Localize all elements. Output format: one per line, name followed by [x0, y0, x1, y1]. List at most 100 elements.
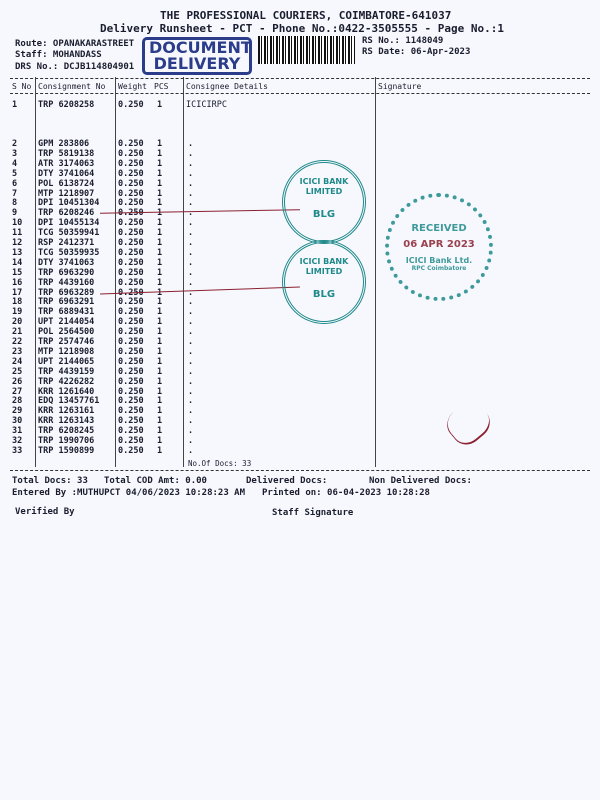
table-row: 28 EDQ 13457761 0.250 1. — [0, 396, 380, 406]
sno: 7 — [12, 188, 18, 199]
weight: 0.250 — [118, 178, 144, 189]
weight: 0.250 — [118, 396, 144, 407]
consignment-no: POL 6138724 — [38, 178, 95, 189]
received-bank: ICICI Bank Ltd. — [405, 256, 473, 265]
consignee-details: . — [188, 178, 194, 189]
sno: 15 — [12, 267, 23, 278]
weight: 0.250 — [118, 287, 144, 298]
sno: 12 — [12, 238, 23, 248]
column-divider — [375, 77, 376, 467]
sno: 21 — [12, 327, 23, 338]
pcs: 1 — [157, 228, 163, 239]
consignment-no: DPI 10451304 — [38, 198, 100, 209]
table-row: 9 TRP 6208246 0.250 1. — [0, 208, 380, 218]
sno: 2 — [12, 139, 18, 149]
consignee-details: . — [188, 376, 194, 387]
weight: 0.250 — [118, 445, 144, 456]
weight: 0.250 — [118, 297, 144, 308]
sno: 11 — [12, 228, 23, 239]
consignment-no: TRP 6208245 — [38, 426, 95, 437]
weight: 0.250 — [118, 436, 144, 446]
consignment-no: DPI 10455134 — [38, 218, 100, 229]
staff-signature: Staff Signature — [272, 508, 354, 518]
sno: 13 — [12, 247, 23, 258]
delivered-docs: Delivered Docs: — [246, 476, 328, 486]
entered-by: Entered By :MUTHUPCT 04/06/2023 10:28:23… — [12, 488, 245, 498]
received-label: RECEIVED — [411, 223, 467, 234]
consignment-no: TRP 6208246 — [38, 208, 95, 219]
staff: Staff: MOHANDASS — [15, 50, 102, 60]
printed-on: Printed on: 06-04-2023 10:28:28 — [262, 488, 430, 498]
consignee-details: . — [188, 228, 194, 239]
pcs: 1 — [157, 148, 163, 159]
pcs: 1 — [157, 327, 163, 338]
table-row: 1 TRP 6208258 0.250 1 ICICIRPC — [0, 100, 380, 110]
sno: 1 — [12, 100, 18, 110]
received-stamp: RECEIVED 06 APR 2023 ICICI Bank Ltd. RPC… — [385, 193, 493, 301]
weight: 0.250 — [118, 426, 144, 437]
consignee-details: . — [188, 436, 194, 446]
weight: 0.250 — [118, 366, 144, 377]
consignee-details: . — [188, 208, 194, 219]
consignee-details: . — [188, 148, 194, 159]
col-signature: Signature — [378, 82, 422, 91]
divider — [10, 93, 590, 94]
company-title: THE PROFESSIONAL COURIERS, COIMBATORE-64… — [160, 9, 452, 22]
barcode — [258, 36, 355, 64]
consignee-details: . — [188, 247, 194, 258]
table-row: 10 DPI 10455134 0.250 1. — [0, 218, 380, 228]
consignee-details: . — [188, 307, 194, 318]
pcs: 1 — [157, 198, 163, 209]
table-row: 24 UPT 2144065 0.250 1. — [0, 357, 380, 367]
sno: 6 — [12, 178, 18, 189]
pcs: 1 — [157, 346, 163, 357]
column-divider — [183, 77, 184, 467]
weight: 0.250 — [118, 307, 144, 318]
sno: 27 — [12, 386, 23, 397]
consignee-details: . — [188, 158, 194, 169]
weight: 0.250 — [118, 416, 144, 427]
table-row: 6 POL 6138724 0.250 1. — [0, 179, 380, 189]
consignee-details: . — [188, 356, 194, 367]
table-row: 27 KRR 1261640 0.250 1. — [0, 387, 380, 397]
consignee-details: . — [188, 416, 194, 427]
col-consignee: Consignee Details — [186, 82, 268, 91]
consignee-details: . — [188, 267, 194, 278]
consignment-no: EDQ 13457761 — [38, 396, 100, 407]
sno: 3 — [12, 148, 18, 159]
consignee-details: . — [188, 238, 194, 248]
consignment-no: TRP 6963290 — [38, 267, 95, 278]
pcs: 1 — [157, 277, 163, 288]
table-row: 11 TCG 50359941 0.250 1. — [0, 228, 380, 238]
sno: 4 — [12, 158, 18, 169]
consignment-no: RSP 2412371 — [38, 238, 95, 248]
divider — [10, 78, 590, 79]
pcs: 1 — [157, 168, 163, 179]
table-row: 22 TRP 2574746 0.250 1. — [0, 337, 380, 347]
weight: 0.250 — [118, 218, 144, 229]
weight: 0.250 — [118, 376, 144, 387]
pcs: 1 — [157, 356, 163, 367]
drs-no: DRS No.: DCJB114804901 — [15, 62, 135, 72]
sno: 19 — [12, 307, 23, 318]
pcs: 1 — [157, 436, 163, 446]
pcs: 1 — [157, 317, 163, 328]
consignee-details: . — [188, 386, 194, 397]
consignee-details: . — [188, 396, 194, 407]
consignee-details: . — [188, 287, 194, 298]
consignment-no: TRP 4439159 — [38, 366, 95, 377]
weight: 0.250 — [118, 327, 144, 338]
col-pcs: PCS — [154, 82, 169, 91]
consignment-no: TRP 4439160 — [38, 277, 95, 288]
pcs: 1 — [157, 416, 163, 427]
total-cod: Total COD Amt: 0.00 — [104, 476, 207, 486]
consignee-details: . — [188, 188, 194, 199]
consignee-details: . — [188, 445, 194, 456]
bank-stamp: ICICI BANK LIMITED BLG — [282, 240, 366, 324]
table-row: 16 TRP 4439160 0.250 1. — [0, 278, 380, 288]
table-row: 15 TRP 6963290 0.250 1. — [0, 268, 380, 278]
sno: 30 — [12, 416, 23, 427]
column-divider — [115, 77, 116, 467]
consignee-details: . — [188, 426, 194, 437]
table-row: 26 TRP 4226282 0.250 1. — [0, 377, 380, 387]
